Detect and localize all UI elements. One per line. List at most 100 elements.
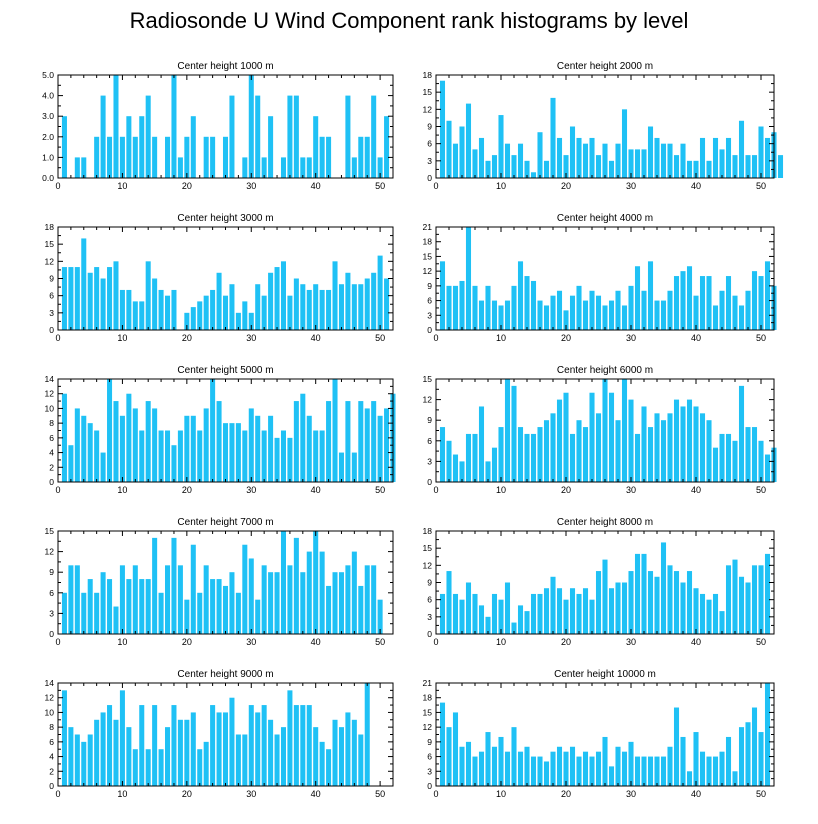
bar [203, 741, 209, 786]
bar [647, 427, 654, 482]
bar [478, 137, 485, 178]
bar [132, 301, 138, 330]
bar [712, 593, 719, 634]
bar [595, 155, 602, 178]
bar [556, 399, 563, 482]
bar [145, 579, 151, 634]
x-tick-label: 40 [691, 485, 701, 495]
bar [306, 289, 312, 330]
bar [229, 697, 235, 786]
x-tick-label: 30 [246, 181, 256, 191]
bar [126, 393, 132, 482]
bar [184, 719, 190, 786]
bar [634, 149, 641, 178]
bar [242, 544, 248, 634]
bar [139, 430, 145, 482]
bar [371, 272, 377, 330]
bar [358, 734, 364, 786]
x-tick-label: 30 [626, 789, 636, 799]
x-tick-label: 30 [246, 637, 256, 647]
y-tick-label: 18 [423, 526, 433, 536]
y-tick-label: 15 [423, 543, 433, 553]
panel-title: Center height 6000 m [557, 365, 653, 376]
bar [738, 576, 745, 634]
bar [242, 157, 248, 178]
y-tick-label: 15 [45, 526, 55, 536]
x-tick-label: 0 [433, 789, 438, 799]
y-tick-label: 9 [427, 737, 432, 747]
y-tick-label: 0.0 [42, 173, 54, 183]
y-tick-label: 14 [45, 678, 55, 688]
x-tick-label: 0 [433, 333, 438, 343]
bar [738, 305, 745, 330]
bar [654, 576, 660, 634]
bar [732, 771, 738, 786]
y-tick-label: 3 [49, 608, 54, 618]
bar [634, 756, 641, 786]
bar [210, 289, 216, 330]
bar [68, 727, 74, 786]
bar [261, 565, 267, 634]
x-tick-label: 30 [626, 333, 636, 343]
bar [459, 599, 465, 634]
bar [351, 157, 357, 178]
bar [719, 611, 725, 634]
bar [293, 401, 299, 482]
bar [673, 276, 680, 330]
x-tick-label: 20 [182, 485, 192, 495]
bar [485, 616, 491, 634]
x-tick-label: 20 [182, 789, 192, 799]
bar [216, 712, 222, 786]
bar [293, 537, 299, 634]
chart-title: Radiosonde U Wind Component rank histogr… [129, 8, 689, 33]
bar [446, 120, 452, 178]
x-tick-label: 30 [246, 789, 256, 799]
bar [673, 399, 680, 482]
bar [107, 267, 113, 330]
x-tick-label: 40 [691, 333, 701, 343]
bar [680, 582, 686, 634]
bar [165, 295, 171, 330]
x-tick-label: 10 [496, 181, 506, 191]
y-tick-label: 21 [423, 678, 433, 688]
bar [686, 399, 693, 482]
bar [680, 406, 686, 482]
bar [615, 290, 621, 330]
bar [699, 593, 706, 634]
y-tick-label: 12 [45, 693, 55, 703]
bar [511, 155, 517, 178]
bar [326, 289, 332, 330]
bar [126, 579, 132, 634]
y-tick-label: 15 [423, 251, 433, 261]
x-tick-label: 50 [375, 789, 385, 799]
bar [165, 565, 171, 634]
bar [119, 289, 125, 330]
bar [582, 143, 589, 178]
bar [229, 572, 235, 634]
bar [628, 285, 634, 330]
x-tick-label: 30 [246, 485, 256, 495]
bar [248, 558, 254, 634]
y-tick-label: 3 [49, 308, 54, 318]
bar [81, 157, 87, 178]
bar [699, 413, 706, 482]
bar [300, 705, 306, 786]
bar [197, 430, 203, 482]
bar [576, 137, 582, 178]
bar [647, 571, 654, 634]
bar [377, 157, 383, 178]
bar [171, 75, 177, 178]
bar [74, 408, 80, 482]
bar [563, 155, 569, 178]
y-tick-label: 3 [427, 310, 432, 320]
bar [667, 413, 673, 482]
y-tick-label: 1.0 [42, 152, 54, 162]
bar [171, 289, 177, 330]
bar [543, 305, 550, 330]
bar [113, 261, 119, 330]
x-tick-label: 50 [756, 333, 766, 343]
bar [667, 290, 673, 330]
x-tick-label: 10 [496, 789, 506, 799]
bar [543, 420, 550, 482]
bar [261, 157, 267, 178]
